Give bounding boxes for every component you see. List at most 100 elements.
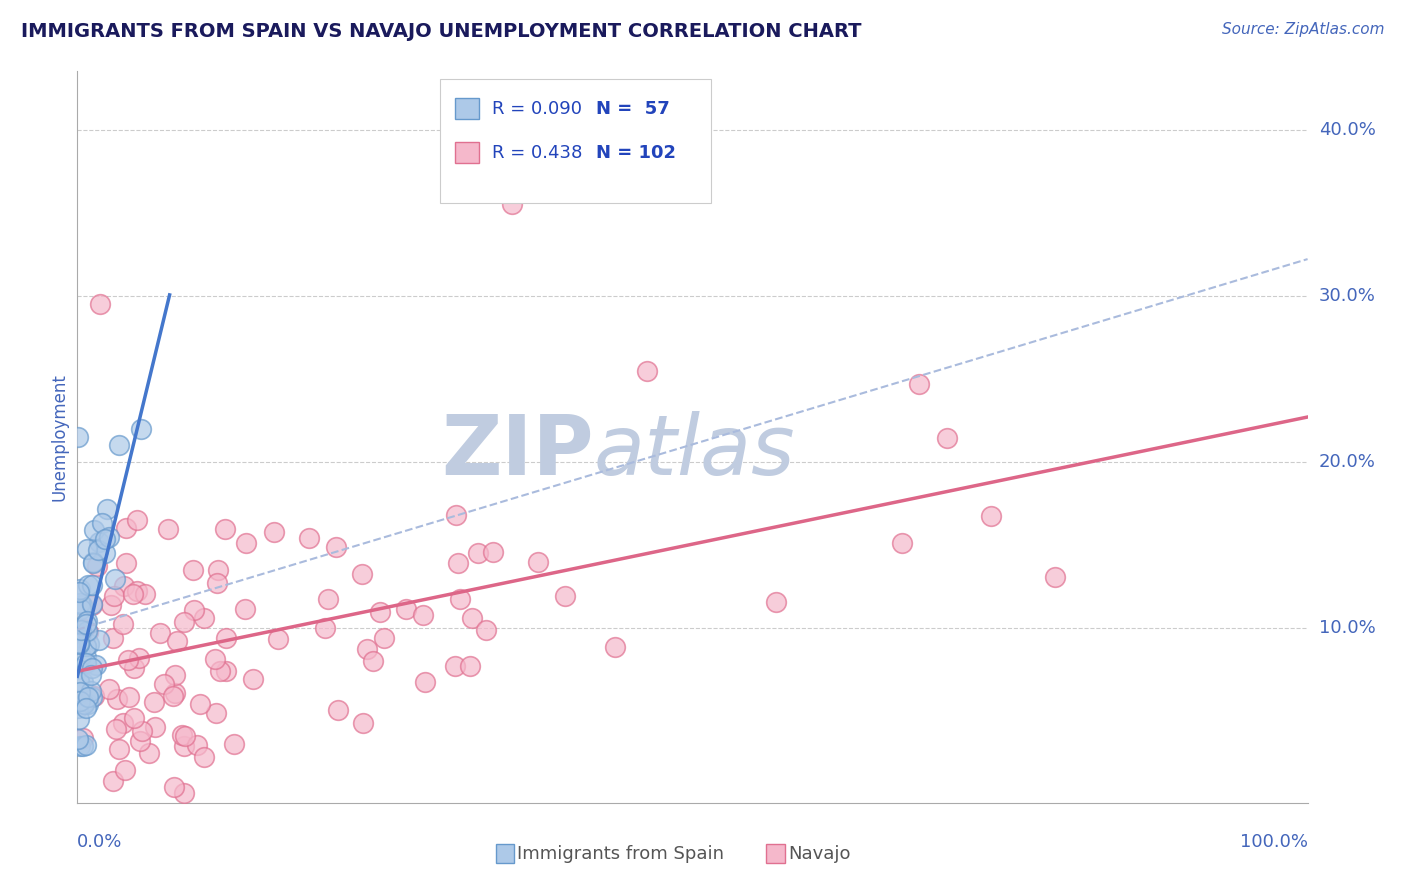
Point: [83, 690, 105, 704]
Point: [100, 598, 122, 612]
Point: [75, 617, 97, 632]
Text: N =  57: N = 57: [596, 100, 671, 118]
Text: Source: ZipAtlas.com: Source: ZipAtlas.com: [1222, 22, 1385, 37]
Point: [66, 731, 89, 746]
Point: [80, 597, 103, 611]
Point: [69, 582, 91, 596]
Point: [215, 665, 238, 679]
Point: [395, 602, 418, 616]
Point: [214, 522, 236, 536]
Point: [67, 673, 90, 688]
Point: [69, 694, 91, 708]
Point: [447, 556, 470, 570]
Point: [76, 624, 98, 638]
Point: [415, 674, 437, 689]
Text: 10.0%: 10.0%: [1319, 619, 1375, 637]
Point: [134, 587, 156, 601]
Point: [316, 591, 339, 606]
Point: [356, 641, 378, 656]
Point: [75, 639, 97, 653]
Point: [173, 739, 195, 753]
Point: [112, 616, 135, 631]
Point: [72, 696, 94, 710]
Point: [82, 660, 104, 674]
Point: [149, 626, 172, 640]
Bar: [496, 845, 515, 863]
Text: 20.0%: 20.0%: [1319, 453, 1375, 471]
Point: [458, 659, 481, 673]
Point: [373, 631, 395, 645]
Text: ZIP: ZIP: [441, 411, 595, 492]
Point: [69, 596, 91, 610]
Point: [186, 739, 208, 753]
Point: [103, 773, 125, 788]
Point: [156, 522, 179, 536]
Point: [77, 625, 100, 640]
Point: [112, 579, 135, 593]
Point: [80, 684, 103, 698]
Point: [235, 536, 257, 550]
Point: [75, 650, 97, 665]
Text: R = 0.090: R = 0.090: [492, 100, 582, 118]
Point: [166, 633, 188, 648]
Point: [67, 662, 90, 676]
Y-axis label: Unemployment: Unemployment: [51, 373, 69, 501]
Point: [70, 624, 93, 638]
Text: Immigrants from Spain: Immigrants from Spain: [517, 845, 724, 863]
Point: [263, 525, 285, 540]
Point: [75, 701, 97, 715]
Point: [204, 652, 226, 666]
Point: [105, 692, 128, 706]
Point: [86, 559, 108, 574]
Point: [170, 728, 193, 742]
Point: [128, 651, 150, 665]
Point: [636, 363, 658, 377]
Point: [350, 566, 373, 581]
Point: [104, 572, 127, 586]
Point: [205, 576, 228, 591]
Point: [188, 697, 211, 711]
Point: [69, 632, 91, 646]
Point: [111, 716, 134, 731]
Point: [765, 595, 787, 609]
Point: [165, 686, 187, 700]
Bar: [456, 143, 479, 163]
Point: [80, 598, 103, 612]
Point: [76, 615, 98, 629]
Point: [115, 521, 138, 535]
Point: [209, 665, 232, 679]
Point: [122, 711, 145, 725]
Text: 30.0%: 30.0%: [1319, 287, 1375, 305]
Point: [207, 563, 229, 577]
Point: [67, 712, 90, 726]
Point: [444, 508, 467, 522]
Point: [72, 674, 94, 689]
Point: [76, 542, 98, 557]
Point: [91, 516, 114, 531]
Point: [501, 197, 523, 211]
Point: [75, 738, 97, 752]
Point: [73, 622, 96, 636]
Point: [352, 716, 374, 731]
Point: [118, 690, 141, 705]
Point: [66, 701, 89, 715]
Point: [163, 780, 186, 794]
Point: [94, 546, 117, 560]
Point: [193, 611, 215, 625]
Point: [449, 591, 471, 606]
Text: 100.0%: 100.0%: [1240, 833, 1308, 851]
Point: [163, 668, 186, 682]
Point: [233, 602, 256, 616]
Text: N = 102: N = 102: [596, 144, 676, 161]
Text: atlas: atlas: [595, 411, 796, 492]
Point: [89, 297, 111, 311]
Point: [173, 786, 195, 800]
Point: [82, 578, 104, 592]
Point: [267, 632, 290, 646]
Point: [554, 589, 576, 603]
Bar: [456, 98, 479, 119]
Point: [1043, 569, 1066, 583]
Point: [114, 763, 136, 777]
Bar: [766, 845, 785, 863]
Point: [103, 589, 125, 603]
